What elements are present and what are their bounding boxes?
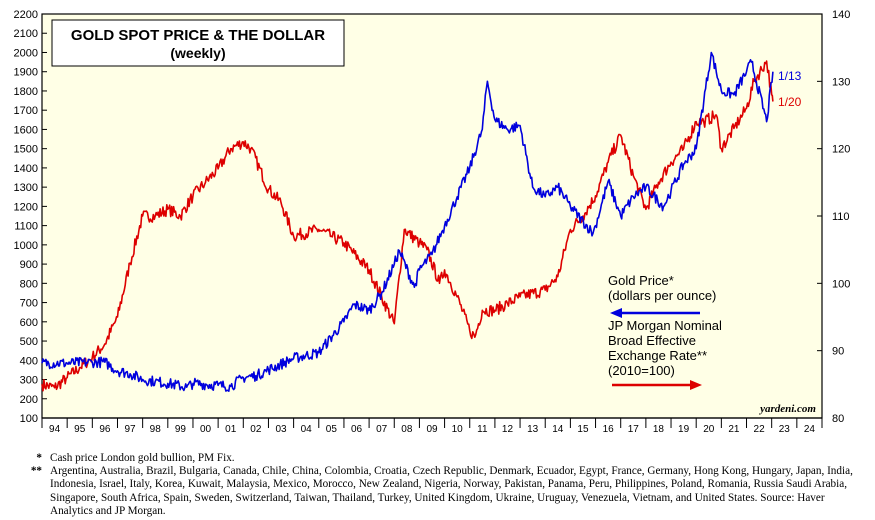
x-tick-label: 20 [703, 424, 715, 435]
x-tick-label: 17 [628, 424, 640, 435]
footnote-1-mark: * [36, 452, 42, 464]
left-tick-label: 1500 [14, 144, 38, 156]
left-tick-label: 400 [20, 355, 38, 367]
gold-end-label: 1/13 [778, 69, 802, 83]
right-axis: 80 90 100 110 120 130 140 [817, 9, 850, 425]
source-tag: yardeni.com [758, 403, 816, 415]
footnote-1: * Cash price London gold bullion, PM Fix… [28, 452, 868, 465]
right-tick-label: 110 [832, 211, 850, 223]
x-tick-label: 09 [426, 424, 438, 435]
left-tick-label: 800 [20, 278, 38, 290]
title-box [51, 19, 345, 67]
chart-title: GOLD SPOT PRICE & THE DOLLAR [71, 27, 325, 44]
x-tick-label: 08 [401, 424, 413, 435]
gold-dollar-chart: 1002003004005006007008009001000110012001… [14, 9, 851, 435]
x-tick-label: 21 [728, 424, 740, 435]
legend-jpm-line3: Exchange Rate** [608, 348, 707, 363]
x-tick-label: 01 [225, 424, 237, 435]
footnote-1-text: Cash price London gold bullion, PM Fix. [50, 452, 235, 464]
right-tick-label: 90 [832, 346, 844, 358]
left-tick-label: 2100 [14, 28, 38, 40]
left-tick-label: 1100 [14, 221, 38, 233]
jpm-exchange-rate-line [41, 60, 774, 392]
right-tick-label: 130 [832, 76, 850, 88]
x-tick-label: 18 [653, 424, 665, 435]
x-tick-label: 98 [150, 424, 162, 435]
legend-jpm-line4: (2010=100) [608, 363, 675, 378]
x-tick-label: 96 [99, 424, 111, 435]
gold-price-line [41, 51, 774, 393]
footnote-2-text: Argentina, Australia, Brazil, Bulgaria, … [50, 465, 853, 517]
left-tick-label: 1200 [14, 201, 38, 213]
x-tick-label: 24 [804, 424, 816, 435]
left-tick-label: 2000 [14, 47, 38, 59]
footnote-2-mark: ** [30, 465, 42, 478]
x-tick-label: 04 [301, 424, 313, 435]
x-tick-label: 94 [49, 424, 61, 435]
x-tick-label: 05 [326, 424, 338, 435]
left-tick-label: 1600 [14, 124, 38, 136]
left-tick-label: 2200 [14, 9, 38, 21]
jpm-end-label: 1/20 [778, 95, 802, 109]
x-tick-label: 16 [603, 424, 615, 435]
left-tick-label: 200 [20, 394, 38, 406]
x-tick-label: 11 [477, 424, 488, 435]
left-tick-label: 1700 [14, 105, 38, 117]
x-tick-label: 23 [779, 424, 791, 435]
x-tick-label: 99 [175, 424, 187, 435]
x-tick-label: 10 [452, 424, 464, 435]
left-tick-label: 300 [20, 375, 38, 387]
x-tick-label: 97 [125, 424, 137, 435]
right-tick-label: 80 [832, 413, 844, 425]
x-tick-label: 13 [527, 424, 539, 435]
x-tick-label: 03 [275, 424, 287, 435]
footnotes: * Cash price London gold bullion, PM Fix… [28, 452, 868, 518]
legend-gold-line2: (dollars per ounce) [608, 288, 716, 303]
x-tick-label: 15 [577, 424, 589, 435]
left-tick-label: 1300 [14, 182, 38, 194]
x-tick-label: 07 [376, 424, 388, 435]
left-axis: 100 200 300 400 500 600 700 800 900 1000 1100 1200 1… [14, 9, 47, 425]
x-tick-label: 19 [678, 424, 690, 435]
x-axis: 94 95 96 97 98 99 00 01 02 03 04 05 06 07 08 09 10 11 12 13… [41, 418, 823, 435]
left-tick-label: 700 [20, 298, 38, 310]
series-layer [41, 51, 774, 393]
x-tick-label: 06 [351, 424, 363, 435]
left-tick-label: 900 [20, 259, 38, 271]
legend-jpm-line2: Broad Effective [608, 333, 696, 348]
x-tick-label: 02 [250, 424, 262, 435]
x-tick-label: 00 [200, 424, 212, 435]
left-tick-label: 600 [20, 317, 38, 329]
legend-gold-line1: Gold Price* [608, 273, 674, 288]
left-tick-label: 1900 [14, 67, 38, 79]
x-tick-label: 95 [74, 424, 86, 435]
x-tick-label: 22 [754, 424, 766, 435]
legend-jpm-line1: JP Morgan Nominal [608, 318, 722, 333]
legend-gold-arrow [610, 308, 700, 318]
left-tick-label: 1800 [14, 86, 38, 98]
left-tick-label: 1000 [14, 240, 38, 252]
x-tick-label: 12 [502, 424, 514, 435]
left-tick-label: 500 [20, 336, 38, 348]
right-tick-label: 120 [832, 144, 850, 156]
left-tick-label: 100 [20, 413, 38, 425]
right-tick-label: 140 [832, 9, 850, 21]
chart-subtitle: (weekly) [170, 45, 225, 61]
left-tick-label: 1400 [14, 163, 38, 175]
right-tick-label: 100 [832, 278, 850, 290]
legend-jpm-arrow [612, 380, 702, 390]
footnote-2: ** Argentina, Australia, Brazil, Bulgari… [28, 465, 868, 518]
x-tick-label: 14 [552, 424, 564, 435]
